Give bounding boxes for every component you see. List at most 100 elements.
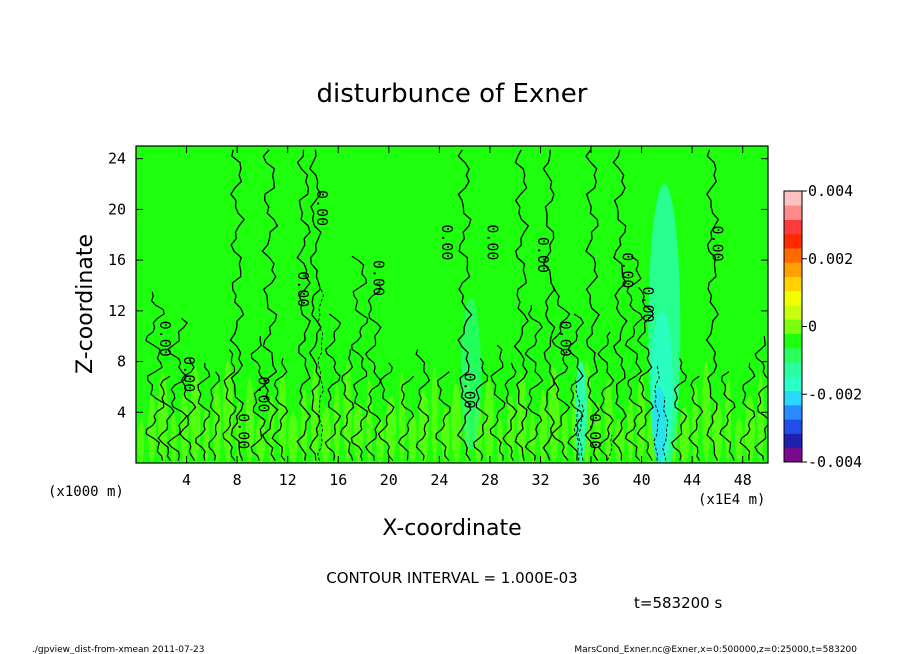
- x-tick-label: 12: [279, 471, 297, 489]
- x-tick-label: 24: [430, 471, 448, 489]
- contour-label: 0.00: [483, 224, 501, 260]
- positive-anomaly-patch: [604, 378, 613, 463]
- positive-anomaly-patch: [418, 389, 429, 463]
- plot-frame: [135, 145, 769, 464]
- colorbar-swatch: [784, 419, 802, 434]
- x-tick-label: 40: [633, 471, 651, 489]
- colorbar-swatch: [784, 191, 802, 206]
- colorbar-swatch: [784, 404, 802, 420]
- x-tick-label: 36: [582, 471, 600, 489]
- contour-line: [719, 371, 736, 461]
- contour-lines: [145, 149, 768, 461]
- colorbar-swatch: [784, 376, 802, 392]
- contour-line: [308, 149, 322, 461]
- contour-label: 0.00: [438, 224, 456, 260]
- positive-anomaly-patch: [562, 407, 569, 463]
- negative-contour-line: [662, 397, 669, 461]
- contour-line: [584, 149, 600, 461]
- contour-line: [350, 255, 369, 461]
- positive-anomaly-patch: [343, 360, 352, 463]
- x-tick-label: 8: [233, 471, 242, 489]
- colorbar-tick-label: 0.002: [808, 250, 853, 268]
- contour-line: [472, 358, 489, 461]
- contour-label: 0.00: [234, 413, 252, 449]
- positive-anomaly-patch: [333, 384, 340, 463]
- positive-anomaly-patch: [157, 372, 168, 463]
- positive-anomaly-patch: [255, 418, 266, 463]
- positive-anomaly-patch: [235, 401, 242, 463]
- contour-line: [502, 362, 518, 461]
- colorbar-swatch: [784, 333, 802, 349]
- contour-line: [612, 149, 628, 461]
- colorbar-swatch: [784, 205, 802, 220]
- colorbar-swatch: [784, 290, 802, 306]
- contour-label: 0.00: [255, 376, 273, 412]
- colorbar-swatch: [784, 248, 802, 263]
- negative-contour-line: [606, 435, 613, 461]
- x-tick-label: 4: [182, 471, 191, 489]
- contour-line: [145, 291, 165, 461]
- contour-line: [339, 349, 355, 461]
- contour-label: 0.00: [708, 226, 726, 262]
- colorbar-swatch: [784, 233, 802, 249]
- negative-anomaly-faint: [460, 298, 481, 451]
- contour-line: [739, 362, 756, 461]
- x-unit-label: (x1E4 m): [698, 492, 765, 508]
- contour-line: [435, 371, 451, 461]
- y-tick-label: 24: [108, 150, 126, 168]
- contour-label: 0.00: [370, 260, 388, 296]
- colorbar-tick-label: -0.002: [808, 385, 862, 403]
- colorbar-tick-label: 0: [808, 318, 817, 336]
- x-tick-label: 16: [329, 471, 347, 489]
- colorbar-swatch: [784, 362, 802, 377]
- positive-anomaly-patch: [223, 360, 234, 463]
- contour-line: [179, 358, 197, 461]
- contour-line: [271, 358, 289, 461]
- colorbar-swatch: [784, 433, 802, 449]
- y-axis: 4 8 12 16 20 24: [108, 150, 768, 421]
- contour-label: 0.00: [534, 237, 552, 273]
- colorbar-swatch: [784, 390, 802, 406]
- x-tick-label: 48: [734, 471, 752, 489]
- contour-line: [415, 349, 431, 461]
- x-axis-title: X-coordinate: [382, 516, 521, 541]
- contour-label: 0.00: [557, 321, 575, 357]
- contour-line: [364, 282, 382, 461]
- y-tick-label: 20: [108, 200, 126, 218]
- contour-line: [324, 313, 342, 461]
- colorbar-swatch: [784, 219, 802, 235]
- contour-line: [377, 362, 395, 461]
- contour-line: [705, 149, 720, 461]
- colorbar-swatch: [784, 347, 802, 363]
- colorbar-swatch: [784, 262, 802, 277]
- colorbar-swatch: [784, 447, 802, 463]
- positive-anomaly-patch: [483, 378, 494, 463]
- positive-anomaly-patch: [692, 384, 699, 463]
- footer-left: ./gpview_dist-from-xmean 2011-07-23: [32, 645, 204, 654]
- contour-line: [524, 305, 544, 461]
- contour-line: [229, 149, 246, 461]
- positive-anomaly-patch: [147, 395, 156, 463]
- positive-anomaly-patch: [627, 395, 634, 463]
- contour-label: 0.00: [619, 252, 637, 288]
- contour-line: [513, 149, 530, 461]
- contour-label: 0.00: [313, 190, 331, 226]
- contour-line: [157, 375, 175, 461]
- positive-anomaly-patch: [138, 418, 145, 463]
- contour-label: 0.00: [461, 373, 479, 409]
- positive-anomaly-patch: [614, 418, 625, 463]
- x-tick-label: 44: [683, 471, 701, 489]
- positive-anomaly-patch: [180, 389, 189, 463]
- y-tick-label: 12: [108, 302, 126, 320]
- colorbar: 0.004 0.002 0 -0.002 -0.004: [783, 182, 862, 471]
- colorbar-tick-label: -0.004: [808, 453, 862, 471]
- contour-line: [456, 149, 473, 461]
- contour-line: [222, 349, 237, 461]
- y-tick-label: 16: [108, 251, 126, 269]
- contour-line: [296, 149, 312, 461]
- x-tick-label: 28: [481, 471, 499, 489]
- contour-line: [489, 344, 506, 461]
- contour-line: [261, 149, 279, 461]
- contour-line: [195, 362, 211, 461]
